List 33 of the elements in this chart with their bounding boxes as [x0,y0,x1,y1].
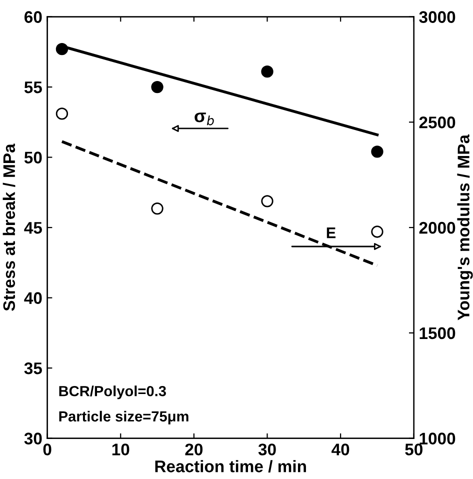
y2-axis-title: Young's modulus / MPa [457,134,473,320]
y-tick-label: 35 [24,362,42,374]
y2-tick-label: 1500 [420,327,456,340]
x-tick-label: 10 [112,444,130,456]
annotation: σ$_{b}$ [194,112,214,126]
x-axis-title: Reaction time / min [155,460,306,472]
y-axis-title: Stress at break / MPa [2,144,16,311]
x-tick-label: 0 [43,444,52,456]
y2-tick-label: 2500 [419,116,456,128]
x-tick-label: 50 [405,444,422,456]
annotation: E [326,228,336,238]
x-tick-label: 20 [185,444,203,456]
y2-tick-label: 3000 [419,11,456,23]
point [371,146,384,158]
point [151,80,164,94]
y-tick-label: 45 [24,222,42,234]
annotation: BCR/Polyol=0.3 [59,386,166,400]
y-tick-label: 55 [24,82,42,94]
y-tick-label: 40 [24,292,42,304]
x-tick-label: 40 [332,444,350,456]
point [261,195,274,208]
y2-tick-label: 1000 [420,432,456,444]
annotation: Particle size=75μm [59,410,188,424]
point [56,43,68,56]
y-tick-label: 50 [24,152,42,164]
point [371,226,384,238]
point [151,202,164,215]
y-tick-label: 60 [24,11,42,23]
x-tick-label: 30 [258,444,276,456]
point [56,108,68,120]
y-tick-label: 30 [24,432,42,445]
point [261,65,274,78]
y2-tick-label: 2000 [419,222,456,234]
